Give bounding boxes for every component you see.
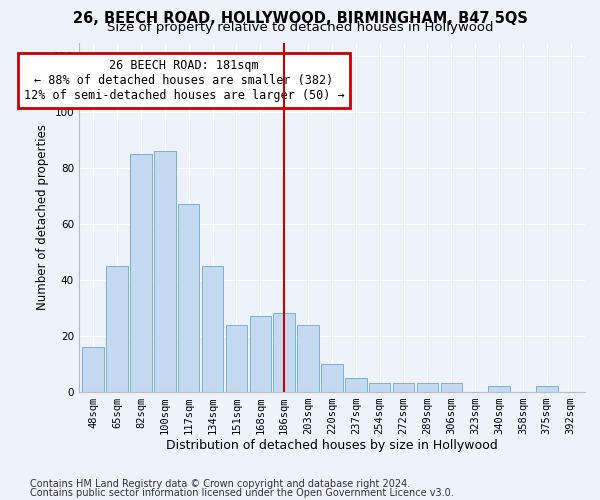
Bar xyxy=(202,266,223,392)
Bar xyxy=(106,266,128,392)
Bar xyxy=(82,347,104,392)
Bar xyxy=(250,316,271,392)
Text: 26 BEECH ROAD: 181sqm
← 88% of detached houses are smaller (382)
12% of semi-det: 26 BEECH ROAD: 181sqm ← 88% of detached … xyxy=(23,60,344,102)
Bar xyxy=(440,383,462,392)
Bar xyxy=(416,383,438,392)
Bar xyxy=(321,364,343,392)
Bar xyxy=(274,314,295,392)
Bar xyxy=(345,378,367,392)
Bar xyxy=(488,386,510,392)
Y-axis label: Number of detached properties: Number of detached properties xyxy=(35,124,49,310)
Text: Contains public sector information licensed under the Open Government Licence v3: Contains public sector information licen… xyxy=(30,488,454,498)
Bar xyxy=(178,204,199,392)
Bar xyxy=(226,324,247,392)
Text: Contains HM Land Registry data © Crown copyright and database right 2024.: Contains HM Land Registry data © Crown c… xyxy=(30,479,410,489)
Bar xyxy=(297,324,319,392)
Bar xyxy=(154,152,176,392)
Bar xyxy=(369,383,391,392)
Bar xyxy=(536,386,557,392)
Bar xyxy=(130,154,152,392)
Text: 26, BEECH ROAD, HOLLYWOOD, BIRMINGHAM, B47 5QS: 26, BEECH ROAD, HOLLYWOOD, BIRMINGHAM, B… xyxy=(73,11,527,26)
X-axis label: Distribution of detached houses by size in Hollywood: Distribution of detached houses by size … xyxy=(166,440,498,452)
Text: Size of property relative to detached houses in Hollywood: Size of property relative to detached ho… xyxy=(107,22,493,35)
Bar xyxy=(393,383,414,392)
